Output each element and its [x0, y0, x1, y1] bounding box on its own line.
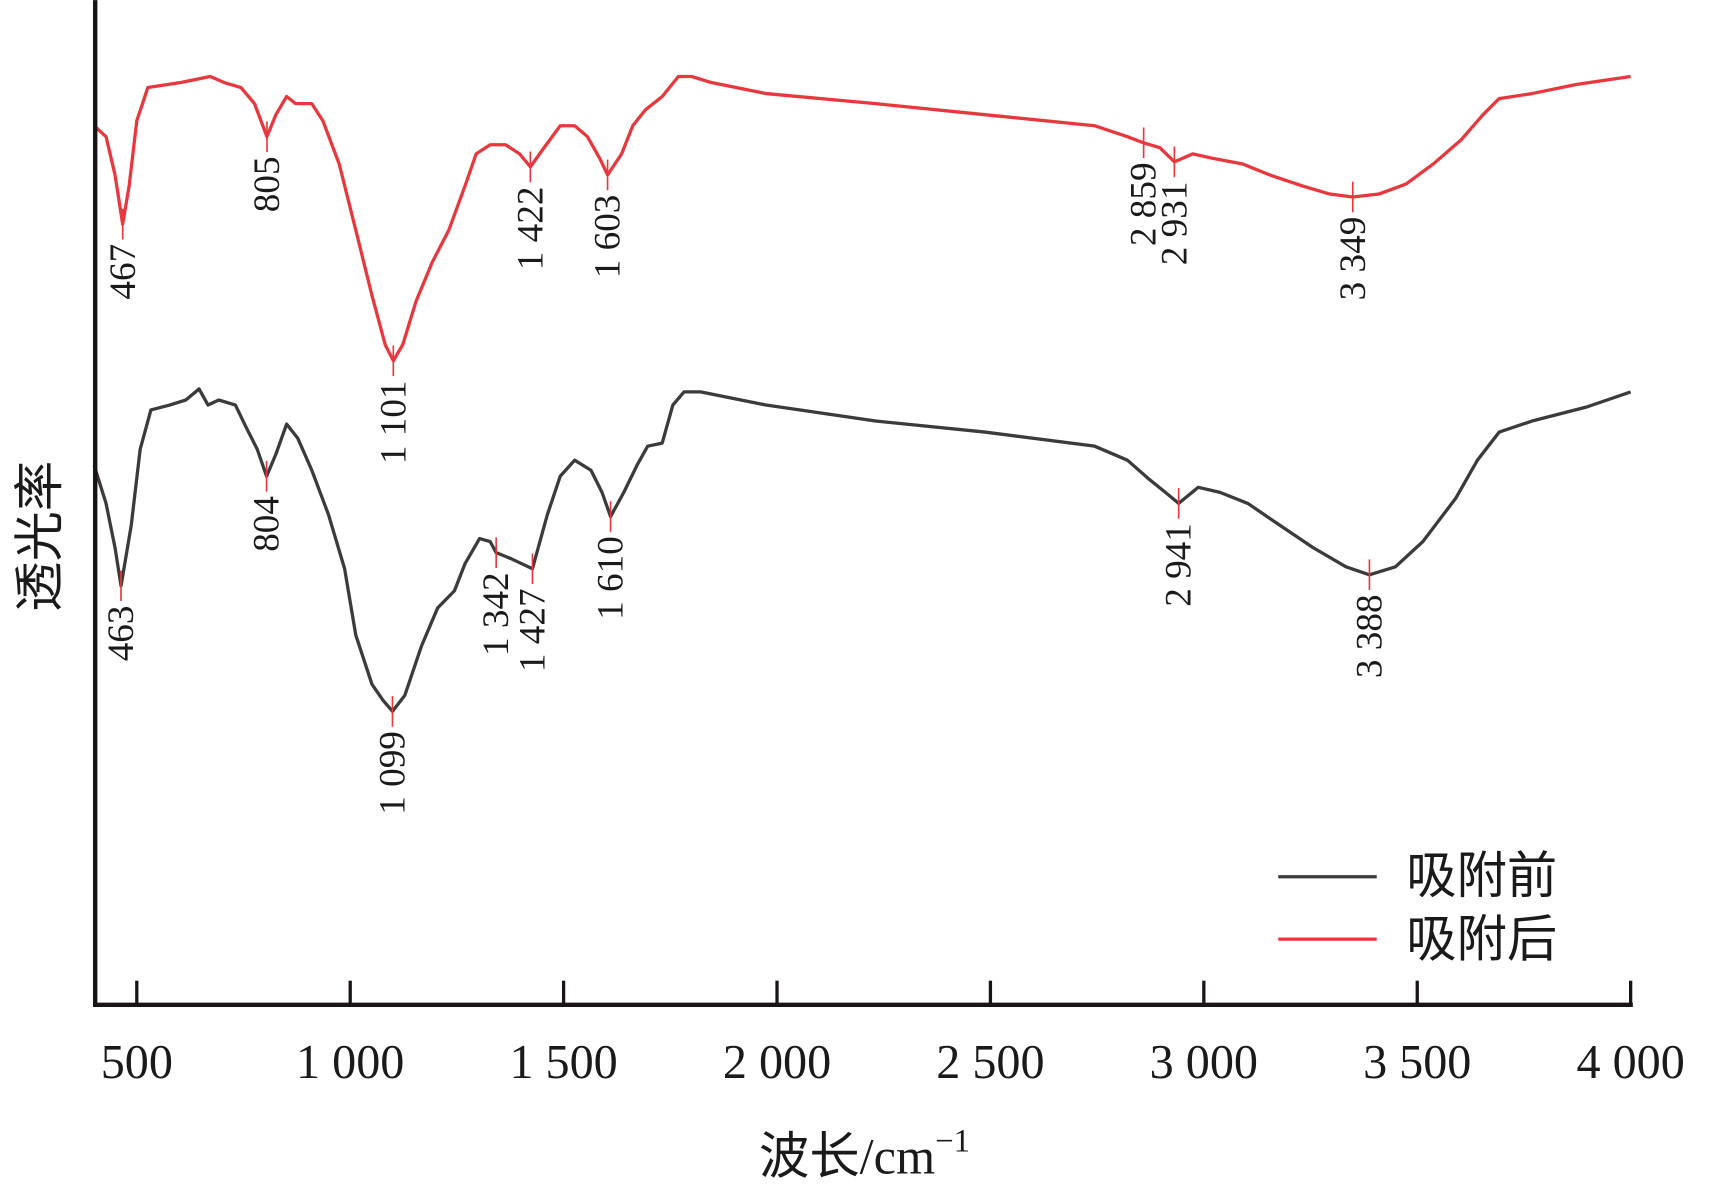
peak-label: 467: [103, 244, 144, 300]
peak-label: 2 859: [1124, 162, 1165, 246]
series-line: [92, 387, 1632, 713]
peak-label: 1 101: [373, 380, 414, 464]
x-tick-label: 1 000: [296, 1036, 404, 1089]
peak-label: 1 342: [476, 572, 517, 656]
series-line: [93, 74, 1631, 363]
x-axis-label: 波长/cm−1: [759, 1123, 970, 1184]
x-tick-label: 3 500: [1363, 1036, 1471, 1089]
peak-label: 1 610: [591, 536, 632, 620]
peak-label: 2 941: [1159, 523, 1200, 607]
x-ticks: 500 1 000 1 500 2 000 2 500 3 000 3 500 4 000: [101, 980, 1685, 1089]
x-tick-label: 3 000: [1150, 1036, 1258, 1089]
legend-label-after: 吸附后: [1406, 912, 1557, 968]
y-axis-label: 透光率: [12, 461, 68, 612]
peak-label: 1 422: [510, 187, 551, 271]
x-axis-label-superscript: −1: [935, 1123, 970, 1159]
peak-label: 3 388: [1349, 594, 1390, 678]
peak-label: 2 931: [1154, 182, 1195, 266]
legend-label-before: 吸附前: [1406, 848, 1557, 904]
peak-label: 1 603: [588, 195, 629, 279]
x-tick-label: 500: [101, 1036, 173, 1089]
x-tick-label: 4 000: [1576, 1036, 1684, 1089]
x-tick-label: 1 500: [509, 1036, 617, 1089]
x-tick-label: 2 500: [936, 1036, 1044, 1089]
peak-label: 1 099: [372, 731, 413, 815]
peak-label: 3 349: [1333, 217, 1374, 301]
x-axis-label-main: 波长/cm: [759, 1128, 935, 1184]
peak-label: 804: [247, 496, 288, 552]
peak-label: 1 427: [512, 588, 553, 672]
legend: 吸附前 吸附后: [1278, 848, 1557, 968]
peak-label: 463: [101, 606, 142, 662]
peak-label: 805: [247, 156, 288, 212]
x-tick-label: 2 000: [723, 1036, 831, 1089]
